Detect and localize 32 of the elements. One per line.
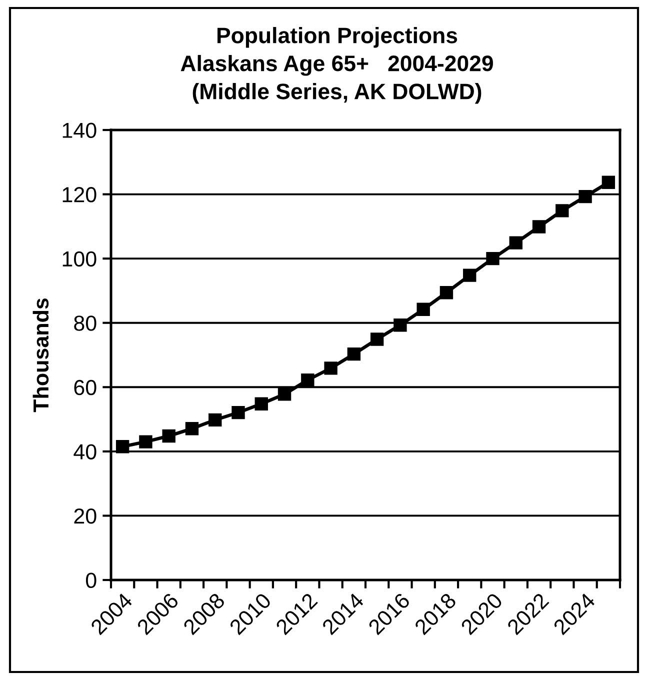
- point: [440, 286, 454, 300]
- chart-title: Population Projections Alaskans Age 65+ 2004-2029 (Middle Series, AK DOLWD): [180, 27, 493, 104]
- point: [416, 302, 430, 316]
- y-tick-label: 80: [74, 316, 96, 331]
- point: [139, 435, 152, 448]
- point: [509, 236, 522, 250]
- point: [301, 373, 314, 387]
- y-tick-label: 0: [86, 572, 96, 588]
- point: [324, 362, 338, 375]
- point: [370, 332, 384, 346]
- point: [486, 252, 500, 266]
- point: [208, 413, 222, 427]
- point: [347, 347, 361, 361]
- y-tick-label: 40: [74, 444, 96, 460]
- point: [278, 388, 292, 401]
- y-tick-label: 60: [74, 380, 96, 396]
- point: [394, 318, 407, 332]
- y-axis-title: Thousands: [32, 298, 49, 412]
- point: [116, 440, 130, 454]
- point: [254, 397, 268, 410]
- point: [556, 204, 569, 218]
- point: [463, 268, 476, 282]
- point: [185, 422, 199, 436]
- y-tick-label: 120: [62, 187, 96, 202]
- y-tick-label: 140: [62, 122, 96, 138]
- y-tick-label: 100: [62, 251, 96, 267]
- point: [532, 220, 546, 234]
- y-tick-label: 20: [74, 508, 96, 524]
- point: [232, 406, 245, 420]
- point: [602, 176, 616, 189]
- point: [578, 190, 592, 204]
- point: [162, 429, 176, 443]
